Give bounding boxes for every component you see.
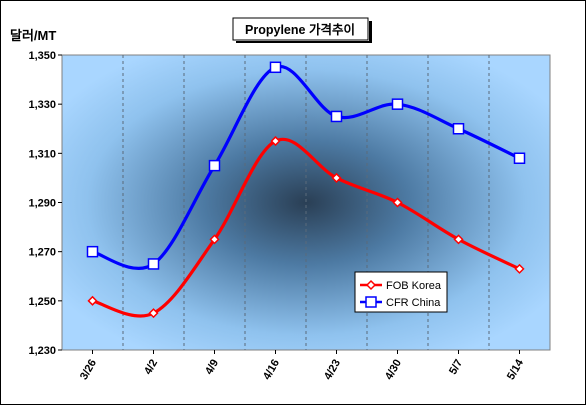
y-tick-label: 1,270 [28, 247, 56, 259]
data-point-fob-korea [514, 263, 525, 274]
data-point-fob-korea [87, 295, 98, 306]
legend-marker-cfr-china [365, 296, 377, 308]
chart-title-box: Propylene 가격추이 [232, 17, 372, 43]
data-point-cfr-china [513, 152, 526, 164]
data-point-fob-korea [209, 234, 220, 245]
y-tick-label: 1,290 [28, 198, 56, 210]
series-layer [86, 61, 526, 319]
y-tick-label: 1,330 [28, 99, 56, 111]
data-point-cfr-china [208, 159, 221, 172]
y-axis-label: 달러/MT [10, 28, 56, 43]
data-point-fob-korea [148, 308, 159, 319]
legend-label-cfr-china: CFR China [386, 297, 441, 309]
data-point-fob-korea [392, 197, 403, 208]
data-point-fob-korea [331, 172, 342, 183]
data-point-cfr-china [452, 123, 465, 135]
data-point-cfr-china [391, 98, 404, 110]
legend: FOB Korea CFR China [354, 271, 448, 313]
data-point-cfr-china [330, 110, 343, 123]
y-tick-label: 1,350 [28, 50, 56, 62]
data-point-cfr-china [86, 245, 99, 258]
y-tick-label: 1,250 [28, 296, 56, 308]
data-point-fob-korea [453, 234, 464, 245]
series-line-cfr-china [92, 64, 521, 271]
data-point-cfr-china [147, 258, 160, 270]
y-tick-label: 1,310 [28, 148, 56, 160]
data-point-cfr-china [269, 61, 282, 74]
legend-label-fob-korea: FOB Korea [386, 280, 442, 292]
y-tick-label: 1,230 [28, 345, 56, 357]
series-line-fob-korea [92, 137, 521, 318]
data-point-fob-korea [270, 135, 281, 147]
chart-title: Propylene 가격추이 [245, 22, 355, 37]
legend-marker-fob-korea [365, 279, 377, 291]
